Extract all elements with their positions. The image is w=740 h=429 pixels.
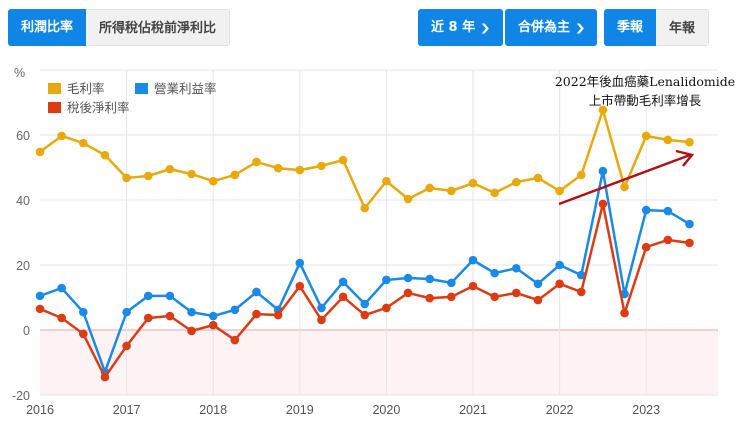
- gross-margin-swatch-icon: [48, 83, 61, 94]
- chevron-down-icon: ❯: [574, 23, 586, 34]
- svg-text:-20: -20: [12, 389, 30, 403]
- legend-item-operating-margin[interactable]: 營業利益率: [135, 78, 217, 97]
- svg-text:2018: 2018: [199, 403, 227, 417]
- net-margin-swatch-icon: [48, 102, 61, 113]
- svg-text:2021: 2021: [459, 403, 487, 417]
- legend-item-net-margin[interactable]: 稅後淨利率: [48, 97, 130, 116]
- chart-annotation: 2022年後血癌藥Lenalidomide 上市帶動毛利率增長: [530, 72, 740, 110]
- chart-grid: [40, 69, 718, 396]
- annotation-line-2: 上市帶動毛利率增長: [588, 93, 702, 108]
- svg-text:2019: 2019: [286, 403, 314, 417]
- svg-text:40: 40: [16, 194, 30, 208]
- operating-margin-swatch-icon: [135, 83, 148, 94]
- svg-text:0: 0: [23, 324, 30, 338]
- range-label: 近 8 年: [431, 20, 476, 35]
- chart-tab-group: 利潤比率 所得稅佔稅前淨利比: [8, 9, 231, 46]
- svg-text:2022: 2022: [546, 403, 574, 417]
- tab-income-tax-ratio[interactable]: 所得稅佔稅前淨利比: [86, 9, 231, 46]
- svg-text:60: 60: [16, 129, 30, 143]
- trend-arrow-icon: [558, 149, 695, 206]
- quarterly-button[interactable]: 季報: [604, 9, 657, 46]
- svg-text:2023: 2023: [632, 403, 660, 417]
- svg-text:%: %: [14, 66, 25, 80]
- svg-text:2016: 2016: [26, 403, 54, 417]
- consolidation-label: 合併為主: [518, 20, 571, 35]
- chevron-down-icon: ❯: [479, 23, 491, 34]
- annual-button[interactable]: 年報: [656, 9, 710, 46]
- svg-text:2020: 2020: [372, 403, 400, 417]
- chart-axes: -20 0 20 40 60% 2016 2017 2018 2019 2020 2021 2022 2…: [12, 66, 660, 417]
- tab-profit-ratio[interactable]: 利潤比率: [8, 9, 87, 46]
- legend-item-gross-margin[interactable]: 毛利率: [48, 78, 105, 97]
- svg-text:2017: 2017: [113, 403, 141, 417]
- range-dropdown[interactable]: 近 8 年 ❯: [418, 9, 503, 46]
- annotation-line-1: 2022年後血癌藥Lenalidomide: [554, 74, 736, 89]
- chart-series: [35, 105, 694, 382]
- consolidation-dropdown[interactable]: 合併為主 ❯: [505, 9, 598, 46]
- period-toggle: 季報 年報: [604, 9, 710, 46]
- svg-text:20: 20: [16, 259, 30, 273]
